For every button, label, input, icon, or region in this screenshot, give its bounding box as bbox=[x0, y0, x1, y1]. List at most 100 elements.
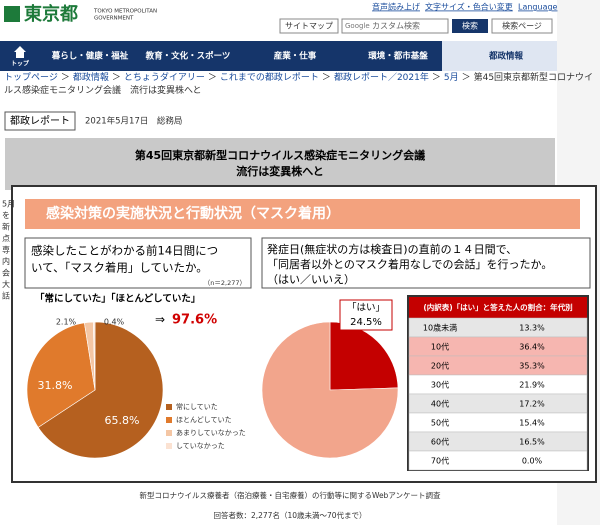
banner-title: 流行は変異株へと bbox=[236, 164, 323, 178]
search-placeholder: カスタム検索 bbox=[372, 21, 420, 31]
logo-mark bbox=[4, 6, 20, 22]
table-cell: 20代 bbox=[431, 361, 449, 371]
legend-label: していなかった bbox=[176, 442, 225, 450]
banner-title: 第45回東京都新型コロナウイルス感染症モニタリング会議 bbox=[135, 148, 425, 162]
sitemap-button[interactable] bbox=[279, 18, 339, 34]
home-icon bbox=[14, 46, 26, 58]
question: 「同居者以外とのマスク着用なしでの会話」を行ったか。 bbox=[267, 257, 552, 271]
legend-label: あまりしていなかった bbox=[176, 429, 246, 437]
report-tag: 都政レポート bbox=[10, 114, 70, 127]
footer-text: 回答者数：2,277名（10歳未満～70代まで） bbox=[213, 510, 366, 520]
cut-text: 大 bbox=[2, 279, 10, 289]
breadcrumb-separator: ＞ bbox=[207, 73, 217, 83]
breadcrumb-separator: ＞ bbox=[111, 73, 121, 83]
cut-text: を bbox=[2, 211, 10, 220]
callout-box bbox=[339, 299, 393, 331]
nav-item: 環境・都市基盤 bbox=[368, 51, 428, 62]
nav-item: 産業・仕事 bbox=[274, 51, 317, 62]
table-cell: 17.2% bbox=[519, 400, 545, 409]
breadcrumb-separator: ＞ bbox=[461, 73, 471, 83]
callout-value: 24.5% bbox=[350, 317, 382, 328]
summary-label: 「常にしていた」「ほとんどしていた」 bbox=[35, 293, 200, 305]
pie-slice bbox=[261, 321, 399, 459]
cut-text: 新 bbox=[2, 222, 10, 232]
question: （はい／いいえ） bbox=[267, 273, 355, 286]
date: 2021年5月17日 総務局 bbox=[85, 116, 182, 127]
pie-slice bbox=[329, 321, 399, 391]
nav-item: 暮らし・健康・福祉 bbox=[51, 51, 129, 62]
search-button-label: 検索 bbox=[462, 21, 478, 31]
table-cell: 60代 bbox=[431, 437, 449, 447]
breadcrumb: トップページ＞都政情報＞とちょうダイアリー＞これまでの都政レポート＞都政レポート… bbox=[4, 72, 594, 98]
slice-label: 31.8% bbox=[38, 379, 73, 392]
cut-text: 5月 bbox=[2, 200, 15, 209]
table-cell: 10代 bbox=[431, 342, 449, 352]
cut-text: 内 bbox=[2, 256, 10, 266]
table-cell: 10歳未満 bbox=[423, 323, 457, 333]
logo-sub: GOVERNMENT bbox=[94, 16, 134, 22]
legend-label: ほとんどしていた bbox=[176, 416, 232, 424]
breadcrumb-item[interactable]: これまでの都政レポート bbox=[219, 73, 319, 83]
search-box[interactable] bbox=[341, 18, 449, 34]
left-question-box bbox=[24, 237, 252, 289]
search-page-button[interactable] bbox=[491, 18, 553, 34]
cut-text: 話 bbox=[2, 291, 10, 301]
table-cell: 36.4% bbox=[519, 343, 545, 352]
table-cell: 0.0% bbox=[522, 457, 543, 466]
table-cell: 15.4% bbox=[519, 419, 545, 428]
banner bbox=[5, 138, 555, 190]
report-tag-box bbox=[4, 111, 76, 131]
table-row bbox=[408, 450, 588, 471]
question: いて、「マスク着用」していたか。 bbox=[31, 261, 208, 275]
search-button[interactable] bbox=[452, 19, 488, 33]
breadcrumb-separator: ＞ bbox=[321, 73, 331, 83]
logo-sub: TOKYO METROPOLITAN bbox=[93, 9, 157, 15]
cut-text: 点 bbox=[2, 234, 10, 243]
question: 感染したことがわかる前14日間につ bbox=[31, 244, 218, 258]
table-cell: 13.3% bbox=[519, 324, 545, 333]
top-link: 文字サイズ・色合い変更 bbox=[425, 2, 513, 12]
pie-slice bbox=[26, 322, 96, 428]
breadcrumb-item[interactable]: 5月 bbox=[443, 73, 459, 83]
table-cell: 16.5% bbox=[519, 438, 545, 447]
breadcrumb-item: 第45回東京都新型コロナウイルス感染症モニタリング会議 流行は変異株へと bbox=[4, 73, 594, 96]
breadcrumb-item[interactable]: トップページ bbox=[4, 73, 58, 83]
footer-text: 新型コロナウイルス療養者（宿泊療養・自宅療養）の行動等に関するWebアンケート調… bbox=[139, 490, 441, 500]
sitemap-label: サイトマップ bbox=[285, 22, 333, 31]
slice-label: 2.1% bbox=[56, 318, 77, 327]
breadcrumb-item[interactable]: 都政レポート／2021年 bbox=[333, 73, 429, 83]
slice-label: 0.4% bbox=[104, 318, 125, 327]
breadcrumb-item[interactable]: 都政情報 bbox=[72, 73, 109, 83]
legend-swatch bbox=[166, 430, 172, 436]
cut-text: 専 bbox=[2, 245, 10, 255]
table-cell: 50代 bbox=[431, 418, 449, 428]
top-link: 音声読み上げ bbox=[372, 2, 420, 12]
table-cell: 21.9% bbox=[519, 381, 545, 390]
nav-active-tab bbox=[442, 41, 570, 71]
table-header-bg bbox=[409, 297, 587, 318]
summary-arrow: ⇒ bbox=[155, 313, 165, 327]
legend-swatch bbox=[166, 443, 172, 449]
top-link: Language bbox=[518, 3, 558, 12]
table-cell: 40代 bbox=[431, 399, 449, 409]
logo: 東京都 bbox=[24, 3, 78, 25]
breadcrumb-item[interactable]: とちょうダイアリー bbox=[123, 73, 205, 83]
search-brand: Google bbox=[345, 22, 370, 30]
search-page-label: 検索ページ bbox=[502, 21, 542, 31]
table-cell: 35.3% bbox=[519, 362, 545, 371]
table-cell: 70代 bbox=[431, 456, 449, 466]
nav-item: 都政情報 bbox=[488, 51, 524, 62]
nav-item: トップ bbox=[11, 60, 30, 68]
n-label: （n＝2,277） bbox=[204, 279, 246, 287]
legend-swatch bbox=[166, 417, 172, 423]
question: 発症日(無症状の方は検査日)の直前の１４日間で、 bbox=[267, 242, 517, 256]
table-header: (内訳表)「はい」と答えた人の割合：年代別 bbox=[423, 302, 572, 312]
cut-text: 会 bbox=[2, 268, 10, 278]
nav-item: 教育・文化・スポーツ bbox=[145, 51, 231, 62]
slide-title: 感染対策の実施状況と行動状況（マスク着用） bbox=[46, 205, 340, 222]
slide-title-bar bbox=[25, 199, 580, 229]
slice-label: 65.8% bbox=[105, 414, 140, 427]
table-cell: 30代 bbox=[431, 380, 449, 390]
